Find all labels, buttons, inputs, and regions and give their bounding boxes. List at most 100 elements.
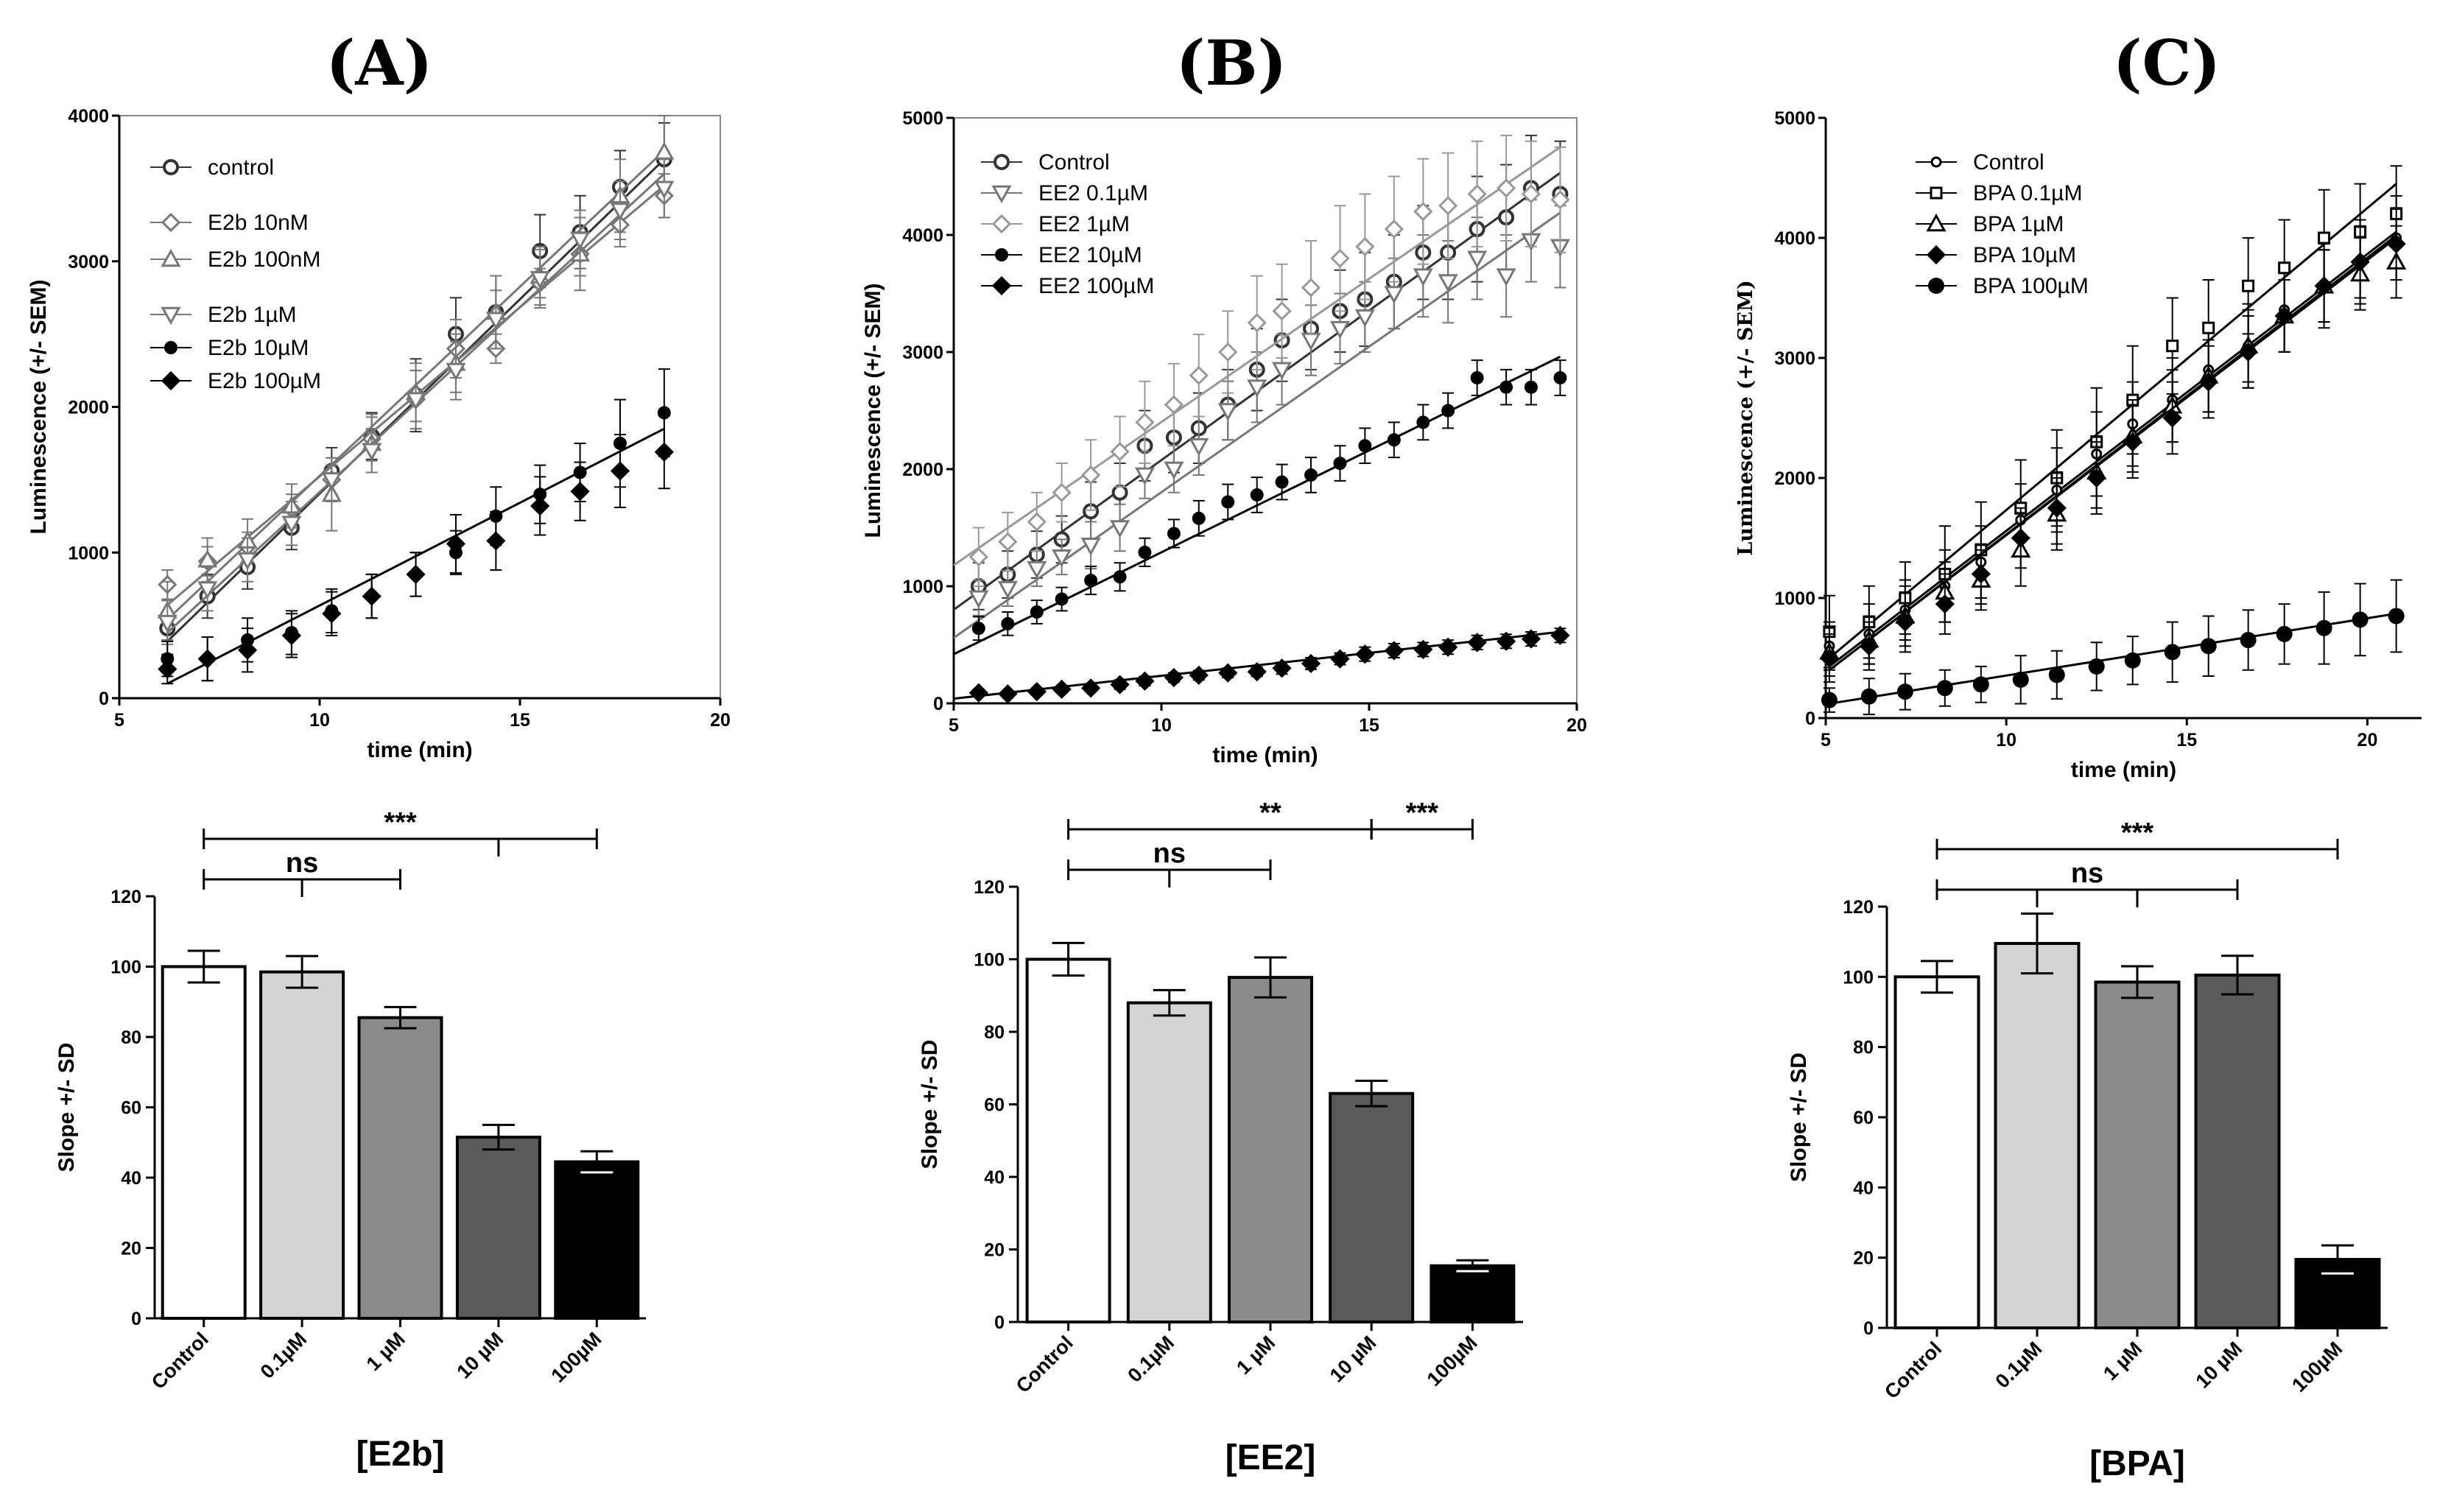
legend-marker [1926, 245, 1947, 265]
data-point [197, 549, 218, 568]
data-point [1052, 482, 1072, 502]
data-point [1413, 202, 1433, 222]
data-point [1496, 631, 1516, 651]
data-point [2162, 408, 2182, 428]
data-point [1354, 309, 1375, 328]
data-point [1438, 196, 1458, 216]
data-point [1304, 468, 1318, 482]
legend-label: BPA 1µM [1973, 212, 2064, 236]
legend-label: control [208, 155, 274, 180]
legend-label: E2b 1µM [208, 303, 297, 327]
legend-label: EE2 100µM [1038, 274, 1154, 298]
y-tick-label: 2000 [902, 460, 943, 480]
x-tick-label: 15 [1359, 715, 1379, 736]
data-point [1550, 190, 1570, 210]
y-axis-title: Luminescence (+/- SEM) [27, 280, 51, 535]
series-3 [953, 134, 1570, 587]
panel-a-line-chart: 5 10 15 20 0 1000 2000 3000 4000 time (min) Lumine… [27, 106, 731, 762]
data-point [1110, 675, 1130, 695]
bar-1 [161, 965, 247, 1320]
data-point [1027, 681, 1047, 702]
data-point [1217, 403, 1238, 421]
series-5 [1821, 579, 2405, 716]
data-point [2047, 498, 2067, 518]
legend-label: E2b 100nM [208, 247, 320, 272]
series-fit-line [1828, 231, 2397, 668]
x-tick-label: 15 [510, 710, 530, 731]
data-point [1080, 678, 1101, 698]
y-tick-label: 120 [974, 877, 1005, 898]
data-point [1358, 439, 1372, 453]
legend-label: EE2 1µM [1038, 212, 1130, 236]
data-point [237, 552, 258, 571]
data-point [1330, 649, 1350, 669]
y-tick-label: 0 [1863, 1318, 1874, 1339]
data-point [1055, 592, 1069, 606]
y-tick-label: 100 [974, 950, 1005, 971]
data-point [1413, 639, 1433, 659]
y-tick-label: 80 [121, 1027, 141, 1048]
data-point [446, 362, 466, 381]
data-point [485, 312, 506, 330]
data-point [968, 683, 988, 703]
data-point [237, 640, 258, 660]
y-tick-label: 20 [121, 1239, 141, 1259]
x-axis-title: time (min) [367, 738, 472, 762]
y-tick-label: 2000 [1774, 468, 1815, 489]
data-point [1272, 658, 1292, 678]
data-point [1113, 570, 1127, 584]
data-point [1167, 527, 1181, 541]
y-tick-label: 1000 [68, 543, 109, 563]
x-tick-label: 20 [1566, 715, 1587, 736]
legend-label: BPA 0.1µM [1973, 181, 2082, 205]
y-tick-label: 80 [984, 1022, 1005, 1043]
data-point [1052, 679, 1072, 700]
bar-3 [357, 1016, 443, 1321]
x-tick-label: 10 [1996, 730, 2016, 750]
legend-marker [161, 306, 181, 326]
data-point [446, 534, 466, 554]
y-tick-label: 4000 [902, 225, 943, 246]
x-tick-label: 10 [309, 710, 330, 731]
data-point [610, 461, 630, 481]
x-tick-label: 5 [1821, 730, 1831, 750]
data-point [530, 271, 550, 289]
data-point [1027, 512, 1047, 532]
series-4 [157, 158, 675, 645]
data-point [1521, 184, 1541, 204]
data-point [1895, 612, 1915, 632]
data-point [1218, 342, 1238, 362]
data-point [1110, 442, 1130, 462]
data-point [1972, 676, 1989, 693]
data-point [1030, 605, 1044, 619]
data-point [1135, 412, 1155, 432]
legend-marker [1930, 156, 1942, 168]
data-point [570, 482, 590, 502]
data-point [321, 472, 342, 490]
y-axis-title: Slope +/- SD [918, 1040, 942, 1170]
data-point [322, 604, 342, 624]
data-point [1524, 380, 1538, 394]
data-point [1355, 236, 1375, 257]
y-tick-label: 3000 [1774, 348, 1815, 369]
data-point [1496, 268, 1516, 286]
data-point [281, 625, 302, 646]
y-tick-label: 120 [110, 887, 141, 907]
data-point [1467, 633, 1487, 653]
y-tick-label: 40 [984, 1167, 1005, 1188]
y-tick-label: 60 [121, 1098, 141, 1119]
legend-marker [991, 214, 1012, 234]
data-point [2314, 276, 2334, 296]
data-point [2086, 468, 2106, 488]
data-point [2011, 528, 2030, 548]
data-point [1250, 488, 1264, 502]
legend-marker [163, 159, 179, 175]
data-point [1821, 692, 1838, 708]
legend: Control EE2 0.1µM EE2 1µM EE2 10µM EE2 100µM [981, 150, 1154, 298]
data-point [2388, 608, 2405, 625]
y-tick-label: 4000 [1774, 228, 1815, 249]
data-point [1330, 248, 1350, 268]
data-point [1111, 484, 1128, 501]
x-axis-title: time (min) [2071, 758, 2176, 782]
